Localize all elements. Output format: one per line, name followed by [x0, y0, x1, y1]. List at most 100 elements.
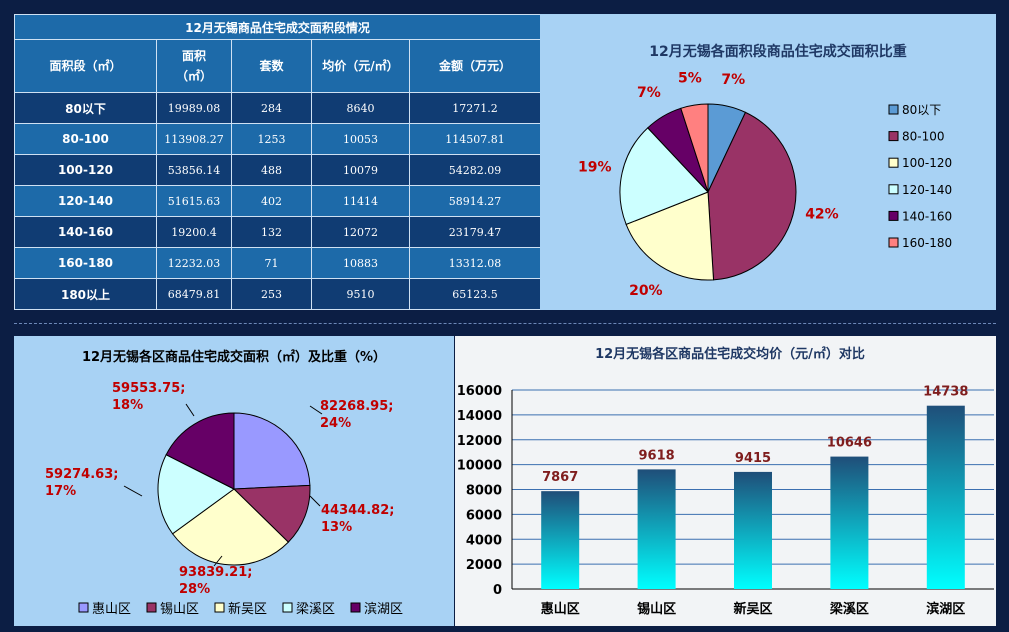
district-value-label: 59553.75; — [112, 381, 185, 396]
district-pct-label: 13% — [321, 520, 352, 535]
segment-pct-label: 19% — [578, 160, 612, 176]
cell-segment: 180以上 — [14, 278, 157, 310]
cell-price: 10053 — [311, 123, 410, 155]
cell-area: 53856.14 — [156, 154, 232, 186]
table-row: 80-100 113908.27 1253 10053 114507.81 — [14, 123, 541, 155]
leader-line — [123, 485, 143, 497]
legend-swatch — [282, 602, 293, 613]
district-pie-title: 12月无锡各区商品住宅成交面积（㎡）及比重（%） — [82, 349, 386, 365]
cell-amount: 17271.2 — [409, 92, 541, 124]
x-tick-label: 梁溪区 — [829, 601, 869, 617]
district-value-label: 44344.82; — [321, 503, 394, 518]
district-slice-5 — [165, 412, 235, 490]
bar-3 — [734, 471, 772, 589]
district-slice-1 — [233, 412, 311, 490]
leader-line — [309, 495, 321, 507]
cell-segment: 140-160 — [14, 216, 157, 248]
leader-line — [213, 555, 223, 567]
price-bar-chart: 12月无锡各区商品住宅成交均价（元/㎡）对比 0 2000 4000 6000 8000… — [457, 346, 994, 617]
legend-swatch — [214, 602, 225, 613]
cell-units: 253 — [231, 278, 312, 310]
district-pie-panel: 12月无锡各区商品住宅成交面积（㎡）及比重（%） 82268.95; 24% 443… — [14, 336, 454, 626]
cell-price: 12072 — [311, 216, 410, 248]
leader-line — [185, 403, 195, 417]
segment-pie-title: 12月无锡各面积段商品住宅成交面积比重 — [649, 43, 906, 60]
y-tick-label: 2000 — [466, 558, 502, 573]
segment-slice-4 — [619, 127, 709, 226]
table-row: 180以上 68479.81 253 9510 65123.5 — [14, 278, 541, 310]
segment-pct-label: 7% — [637, 85, 661, 101]
legend-swatch — [146, 602, 157, 613]
legend-label: 80以下 — [902, 103, 941, 117]
area-segment-table: 12月无锡商品住宅成交面积段情况 面积段（㎡） 面积 （㎡） 套数 均价（元/㎡）… — [14, 14, 541, 310]
legend-label: 滨湖区 — [364, 601, 403, 617]
bar-1 — [541, 491, 580, 589]
y-tick-label: 8000 — [466, 484, 502, 499]
col-header-segment: 面积段（㎡） — [14, 39, 157, 93]
cell-area: 68479.81 — [156, 278, 232, 310]
cell-units: 132 — [231, 216, 312, 248]
y-tick-label: 4000 — [466, 533, 502, 548]
bar-value-label: 14738 — [923, 385, 968, 400]
area-segment-table-panel: 12月无锡商品住宅成交面积段情况 面积段（㎡） 面积 （㎡） 套数 均价（元/㎡）… — [14, 14, 541, 310]
cell-price: 10883 — [311, 247, 410, 279]
legend-label: 梁溪区 — [296, 602, 335, 617]
panel-divider — [14, 323, 996, 324]
x-tick-label: 锡山区 — [637, 601, 676, 617]
segment-slice-3 — [625, 191, 715, 281]
bar-4 — [830, 456, 869, 589]
legend-swatch — [888, 104, 899, 115]
legend-swatch — [888, 131, 899, 142]
cell-area: 12232.03 — [156, 247, 232, 279]
legend-label: 140-160 — [902, 209, 952, 223]
col-header-price: 均价（元/㎡） — [311, 39, 410, 93]
district-value-label: 82268.95; — [320, 399, 393, 414]
bar-value-label: 10646 — [827, 436, 872, 451]
cell-amount: 13312.08 — [409, 247, 541, 279]
col-header-area: 面积 （㎡） — [156, 39, 232, 93]
legend-swatch — [78, 602, 89, 613]
cell-amount: 65123.5 — [409, 278, 541, 310]
price-bar-title: 12月无锡各区商品住宅成交均价（元/㎡）对比 — [595, 346, 865, 362]
y-tick-label: 10000 — [457, 459, 502, 474]
cell-area: 19989.08 — [156, 92, 232, 124]
leader-line — [309, 405, 323, 415]
segment-slice-6 — [680, 103, 709, 193]
cell-amount: 114507.81 — [409, 123, 541, 155]
legend-swatch — [888, 157, 899, 168]
bar-value-label: 7867 — [542, 470, 578, 485]
cell-units: 71 — [231, 247, 312, 279]
cell-segment: 100-120 — [14, 154, 157, 186]
table-row: 120-140 51615.63 402 11414 58914.27 — [14, 185, 541, 217]
district-slice-4 — [157, 454, 235, 535]
y-tick-label: 12000 — [457, 434, 502, 449]
bar-5 — [926, 405, 965, 589]
cell-segment: 80-100 — [14, 123, 157, 155]
cell-area: 51615.63 — [156, 185, 232, 217]
legend-swatch — [350, 602, 361, 613]
segment-pie-chart: 12月无锡各面积段商品住宅成交面积比重 7% 42% 20% 19% 7% 5% 80以下 8… — [578, 43, 952, 299]
y-tick-label: 0 — [493, 583, 502, 598]
table-row: 140-160 19200.4 132 12072 23179.47 — [14, 216, 541, 248]
cell-area: 113908.27 — [156, 123, 232, 155]
cell-price: 10079 — [311, 154, 410, 186]
district-slice-3 — [171, 488, 290, 566]
cell-units: 1253 — [231, 123, 312, 155]
segment-pie-panel: 12月无锡各面积段商品住宅成交面积比重 7% 42% 20% 19% 7% 5% 80以下 8… — [540, 14, 996, 310]
segment-slice-2 — [707, 111, 797, 281]
legend-label: 120-140 — [902, 183, 952, 197]
y-tick-label: 16000 — [457, 384, 502, 399]
district-value-label: 93839.21; — [179, 565, 252, 580]
legend-swatch — [888, 210, 899, 221]
col-header-units: 套数 — [231, 39, 312, 93]
legend-label: 新吴区 — [228, 601, 267, 617]
x-tick-label: 惠山区 — [541, 601, 580, 617]
legend-swatch — [888, 237, 899, 248]
bar-value-label: 9415 — [735, 451, 771, 466]
district-pct-label: 28% — [179, 582, 210, 597]
district-pie-chart: 12月无锡各区商品住宅成交面积（㎡）及比重（%） 82268.95; 24% 443… — [45, 349, 403, 617]
district-pct-label: 18% — [112, 398, 143, 413]
cell-segment: 160-180 — [14, 247, 157, 279]
cell-area: 19200.4 — [156, 216, 232, 248]
cell-segment: 80以下 — [14, 92, 157, 124]
